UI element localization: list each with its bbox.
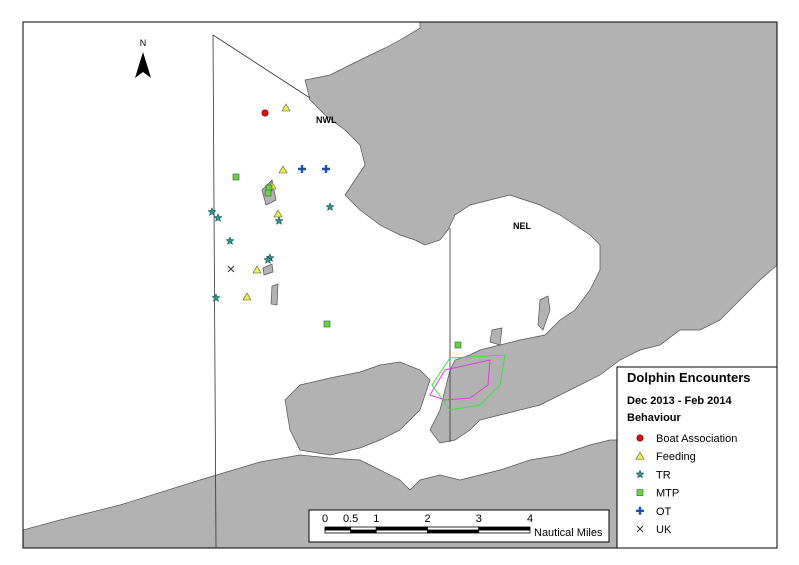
scale-segment (375, 526, 428, 531)
mtp-marker (323, 320, 331, 328)
tr-marker (274, 216, 284, 225)
feeding-marker (252, 265, 262, 274)
feeding-marker (635, 451, 645, 460)
feeding-marker (281, 103, 291, 112)
scale-segment (350, 526, 377, 531)
legend-heading: Behaviour (627, 412, 682, 424)
scale-segment (478, 529, 531, 534)
north-arrow-icon (135, 52, 151, 78)
mtp-marker (232, 173, 240, 181)
tr-marker (213, 213, 223, 222)
scale-tick-label: 0.5 (343, 513, 358, 525)
feeding-marker (242, 292, 252, 301)
peninsula (284, 361, 431, 456)
scale-tick-label: 3 (476, 513, 482, 525)
scale-tick-label: 0 (322, 513, 328, 525)
scale-segment (375, 529, 428, 534)
uk-marker (636, 525, 644, 533)
map-frame (22, 21, 778, 549)
zone-outline (431, 354, 506, 411)
scale-tick-label: 4 (527, 513, 533, 525)
uk-marker (227, 265, 235, 273)
legend-label: OT (656, 506, 672, 518)
boat-association-marker (261, 109, 269, 117)
tr-marker (263, 255, 273, 264)
legend-label: Feeding (656, 451, 696, 463)
north-arrow: N (135, 38, 151, 78)
scale-segment (478, 526, 531, 531)
scale-segment (350, 529, 377, 534)
area-label: NEL (513, 221, 532, 231)
legend-subtitle: Dec 2013 - Feb 2014 (627, 395, 732, 407)
legend-label: TR (656, 469, 671, 481)
legend-entries: Boat Association Feeding TR MTP OT UK (635, 433, 737, 536)
zone-outline (429, 359, 491, 401)
scale-tick-label: 2 (424, 513, 430, 525)
boundary-lines (212, 34, 451, 549)
tr-marker (325, 202, 335, 211)
islet (537, 295, 551, 331)
tr-marker (635, 469, 645, 479)
islet (270, 283, 279, 306)
scale-segment (324, 526, 352, 531)
legend-label: UK (656, 524, 672, 536)
legend-label: Boat Association (656, 433, 737, 445)
mtp-marker (454, 341, 462, 349)
north-label: N (140, 38, 147, 48)
mtp-marker (264, 189, 272, 197)
scale-segment (324, 529, 352, 534)
north-coast (304, 21, 778, 444)
scale-segment (427, 529, 480, 534)
islet (262, 263, 274, 276)
mtp-marker (636, 489, 644, 496)
feeding-marker (278, 165, 288, 174)
scale-segment (427, 526, 480, 531)
ot-marker (322, 165, 330, 173)
legend-title: Dolphin Encounters (627, 370, 751, 385)
scale-unit: Nautical Miles (534, 527, 603, 539)
islet (489, 327, 503, 346)
scale-box (308, 509, 610, 543)
feeding-marker (273, 209, 283, 218)
tr-marker (211, 293, 221, 302)
scale-tick-label: 1 (373, 513, 379, 525)
ot-marker (298, 165, 306, 173)
boat-association-marker (636, 434, 644, 442)
legend-label: MTP (656, 488, 679, 500)
legend-box (616, 366, 778, 549)
tr-marker (225, 236, 235, 245)
encounter-markers (207, 103, 462, 349)
tr-marker (207, 207, 217, 216)
area-label: NWL (316, 115, 337, 125)
ot-marker (636, 506, 644, 515)
